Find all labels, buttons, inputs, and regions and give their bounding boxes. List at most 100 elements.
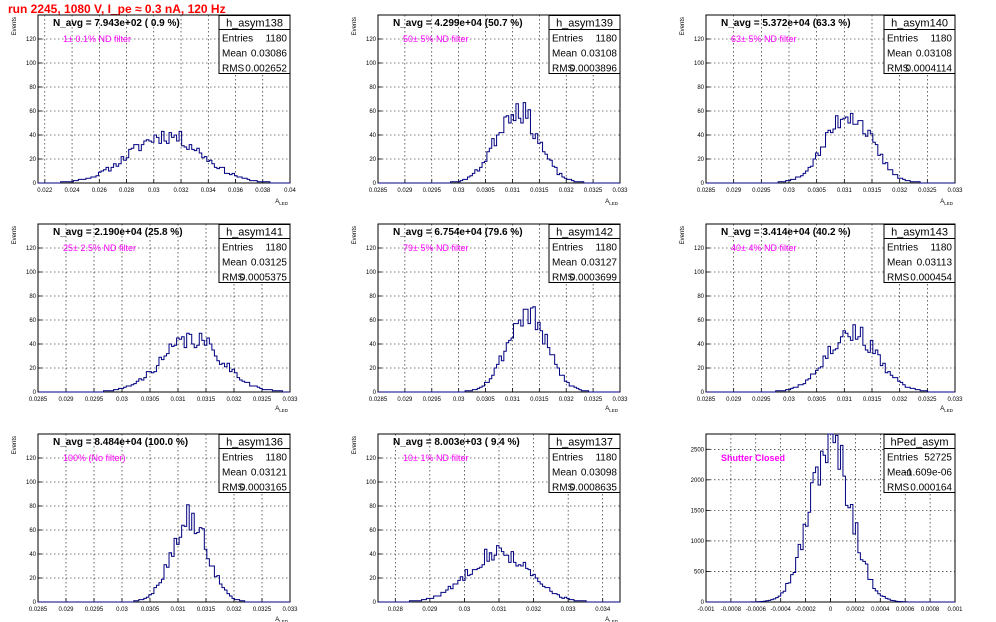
y-tick-label: 20 bbox=[697, 157, 704, 163]
histogram-series bbox=[706, 433, 955, 603]
histogram-name: h_asym143 bbox=[891, 227, 948, 239]
stats-value-mean: -1.609e-06 bbox=[904, 468, 953, 479]
y-tick-label: 120 bbox=[366, 37, 377, 43]
x-tick-label: 0.03 bbox=[783, 397, 795, 403]
x-tick-label: 0.04 bbox=[284, 188, 296, 194]
y-tick-label: 20 bbox=[29, 366, 36, 372]
y-tick-label: 60 bbox=[697, 109, 704, 115]
y-tick-label: 0 bbox=[701, 600, 705, 606]
stats-box bbox=[548, 448, 621, 493]
filter-annotation: 25± 2.5% ND filter bbox=[63, 243, 136, 253]
x-axis-label: ALED bbox=[605, 406, 619, 413]
y-tick-label: 80 bbox=[369, 85, 376, 91]
filter-annotation: 63± 5% ND filter bbox=[731, 34, 796, 44]
y-tick-label: 60 bbox=[369, 109, 376, 115]
x-tick-label: 0.033 bbox=[612, 397, 628, 403]
panel-h_asym138: 0.022 0.024 0.026 0.028 0.03 0.032 0.034 0.036 0… bbox=[12, 14, 296, 206]
x-tick-label: 0.032 bbox=[226, 607, 242, 613]
x-tick-label: 0.024 bbox=[65, 188, 81, 194]
plot-frame bbox=[377, 223, 621, 393]
y-tick-label: 100 bbox=[366, 270, 377, 276]
x-tick-label: 0.0315 bbox=[197, 397, 216, 403]
y-tick-label: 0 bbox=[701, 390, 705, 396]
stats-value-mean: 0.03125 bbox=[251, 258, 288, 269]
y-tick-label: 100 bbox=[694, 270, 705, 276]
plot-frame bbox=[37, 223, 291, 393]
stats-label-entries: Entries bbox=[887, 34, 918, 45]
x-tick-label: 0.033 bbox=[282, 397, 298, 403]
stats-label-entries: Entries bbox=[222, 243, 253, 254]
x-tick-label: 0.0325 bbox=[253, 397, 272, 403]
y-tick-label: 20 bbox=[369, 366, 376, 372]
x-axis-label: ALED bbox=[275, 406, 289, 413]
x-tick-label: 0.0305 bbox=[476, 188, 495, 194]
x-axis-label: ALED bbox=[940, 199, 954, 206]
y-tick-label: 80 bbox=[369, 504, 376, 510]
x-tick-label: 0.0285 bbox=[29, 397, 48, 403]
y-tick-label: 40 bbox=[29, 133, 36, 139]
y-tick-label: 60 bbox=[369, 528, 376, 534]
x-tick-label: 0.028 bbox=[119, 188, 135, 194]
n-avg-label: N_avg = 8.484e+04 (100.0 %) bbox=[53, 437, 188, 448]
x-tick-label: 0.0295 bbox=[85, 607, 104, 613]
y-tick-label: 40 bbox=[697, 133, 704, 139]
stats-value-entries: 1180 bbox=[265, 243, 287, 254]
stats-value-entries: 1180 bbox=[595, 243, 617, 254]
stats-label-entries: Entries bbox=[552, 453, 583, 464]
y-axis-label: Events bbox=[12, 17, 18, 35]
stats-label-rms: RMS bbox=[222, 483, 245, 494]
y-tick-label: 40 bbox=[369, 133, 376, 139]
stats-label-mean: Mean bbox=[222, 258, 247, 269]
stats-value-mean: 0.03127 bbox=[581, 258, 618, 269]
stats-box bbox=[218, 448, 291, 493]
stats-label-mean: Mean bbox=[887, 468, 912, 479]
x-tick-label: 0.0285 bbox=[369, 188, 388, 194]
x-tick-label: 0.03 bbox=[453, 397, 465, 403]
x-tick-label: 0.029 bbox=[726, 188, 742, 194]
stats-label-entries: Entries bbox=[552, 34, 583, 45]
y-axis-label: Events bbox=[352, 226, 358, 244]
stats-value-entries: 1180 bbox=[595, 453, 617, 464]
y-tick-label: 1000 bbox=[691, 539, 705, 545]
x-tick-label: 0.031 bbox=[491, 607, 507, 613]
x-axis-label: ALED bbox=[275, 617, 289, 622]
x-tick-label: 0.0295 bbox=[423, 397, 442, 403]
x-tick-label: 0.0006 bbox=[896, 607, 915, 613]
x-tick-label: -0.001 bbox=[697, 607, 715, 613]
x-tick-label: 0.03 bbox=[459, 607, 471, 613]
y-tick-label: 40 bbox=[29, 342, 36, 348]
x-tick-label: 0.0285 bbox=[29, 607, 48, 613]
y-tick-label: 80 bbox=[697, 294, 704, 300]
stats-value-entries: 52725 bbox=[924, 453, 952, 464]
stats-label-rms: RMS bbox=[222, 273, 245, 284]
x-tick-label: 0.033 bbox=[612, 188, 628, 194]
y-tick-label: 60 bbox=[369, 318, 376, 324]
n-avg-label: N_avg = 4.299e+04 (50.7 %) bbox=[393, 18, 523, 29]
x-tick-label: 0.0295 bbox=[423, 188, 442, 194]
stats-value-entries: 1180 bbox=[930, 243, 952, 254]
panel-h_asym141: 0.0285 0.029 0.0295 0.03 0.0305 0.031 0.0315 0.… bbox=[12, 223, 298, 413]
x-tick-label: 0.028 bbox=[388, 607, 404, 613]
x-tick-label: 0.029 bbox=[397, 397, 413, 403]
n-avg-label: N_avg = 8.003e+03 ( 9.4 %) bbox=[393, 437, 520, 448]
histogram-name: h_asym136 bbox=[226, 437, 283, 449]
x-tick-label: 0.03 bbox=[148, 188, 160, 194]
stats-label-rms: RMS bbox=[552, 64, 575, 75]
x-tick-label: 0.033 bbox=[947, 397, 963, 403]
filter-annotation: Shutter Closed bbox=[721, 453, 785, 463]
y-tick-label: 20 bbox=[29, 576, 36, 582]
y-tick-label: 0 bbox=[33, 600, 37, 606]
x-tick-label: 0.029 bbox=[58, 397, 74, 403]
x-tick-label: 0.0315 bbox=[863, 397, 882, 403]
stats-value-entries: 1180 bbox=[595, 34, 617, 45]
stats-label-rms: RMS bbox=[552, 483, 575, 494]
x-tick-label: 0.0325 bbox=[584, 188, 603, 194]
stats-value-rms: 0.0008635 bbox=[570, 483, 618, 494]
n-avg-label: N_avg = 7.943e+02 ( 0.9 %) bbox=[53, 18, 180, 29]
panel-h_asym140: 0.0285 0.029 0.0295 0.03 0.0305 0.031 0.0315 0.… bbox=[680, 14, 963, 206]
y-tick-label: 20 bbox=[697, 366, 704, 372]
y-tick-label: 20 bbox=[29, 157, 36, 163]
stats-label-entries: Entries bbox=[222, 34, 253, 45]
x-tick-label: -0.0008 bbox=[721, 607, 742, 613]
